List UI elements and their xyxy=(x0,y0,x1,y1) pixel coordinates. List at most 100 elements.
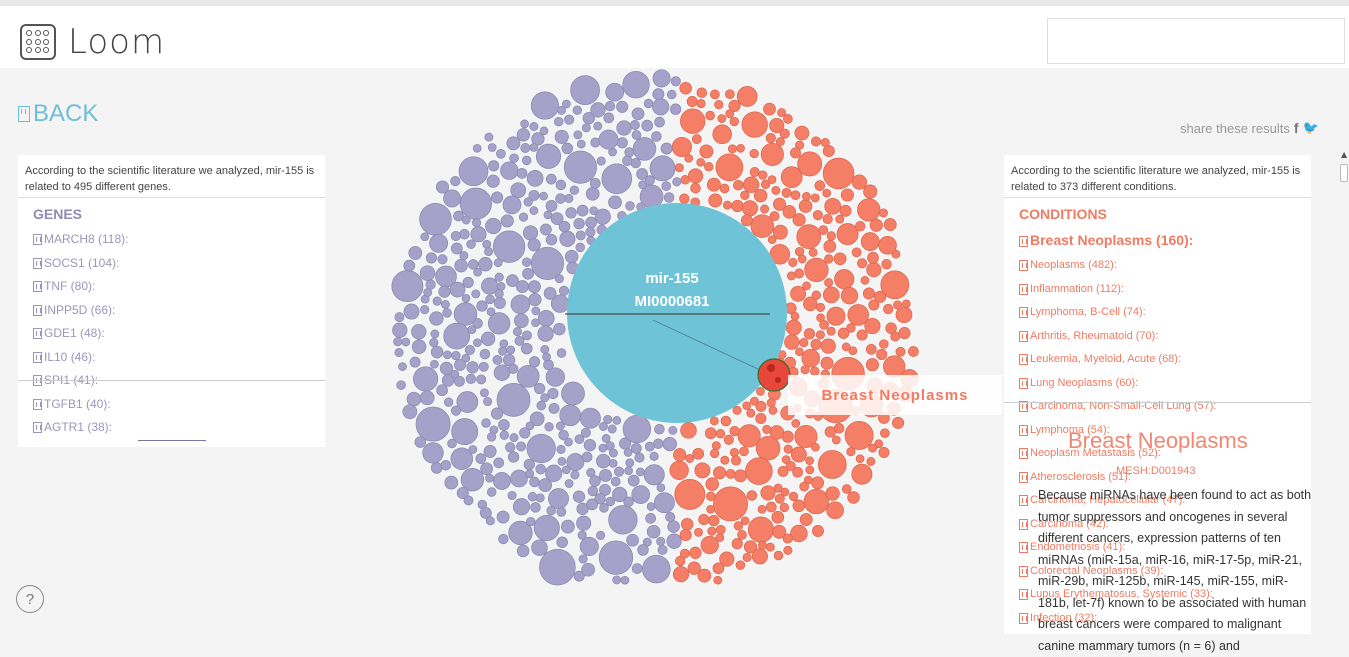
condition-bubble[interactable] xyxy=(757,540,767,550)
gene-bubble[interactable] xyxy=(665,512,676,523)
condition-bubble[interactable] xyxy=(720,455,730,465)
gene-bubble[interactable] xyxy=(554,129,569,144)
condition-bubble[interactable] xyxy=(704,427,717,440)
gene-bubble[interactable] xyxy=(393,337,403,347)
gene-bubble[interactable] xyxy=(536,400,547,411)
condition-bubble[interactable] xyxy=(749,148,759,159)
gene-bubble[interactable] xyxy=(576,515,592,531)
gene-bubble[interactable] xyxy=(496,282,506,291)
condition-bubble[interactable] xyxy=(825,486,840,501)
gene-bubble[interactable] xyxy=(605,82,625,102)
condition-bubble[interactable] xyxy=(839,204,852,217)
gene-bubble[interactable] xyxy=(545,367,565,387)
condition-bubble[interactable] xyxy=(755,435,781,461)
gene-bubble[interactable] xyxy=(461,293,471,303)
condition-bubble[interactable] xyxy=(790,285,807,302)
gene-bubble[interactable] xyxy=(652,69,671,88)
gene-bubble[interactable] xyxy=(403,259,416,272)
condition-bubble[interactable] xyxy=(795,347,804,357)
gene-bubble[interactable] xyxy=(486,432,497,442)
condition-bubble[interactable] xyxy=(734,469,747,483)
condition-bubble[interactable] xyxy=(669,460,689,480)
condition-bubble[interactable] xyxy=(840,287,859,305)
gene-bubble[interactable] xyxy=(579,536,599,556)
gene-bubble[interactable] xyxy=(443,322,471,350)
gene-bubble[interactable] xyxy=(476,300,488,312)
gene-bubble[interactable] xyxy=(543,359,554,371)
condition-bubble[interactable] xyxy=(851,463,873,485)
condition-bubble[interactable] xyxy=(822,157,855,190)
gene-item[interactable]: AGTR1 (38): xyxy=(18,416,325,440)
condition-bubble[interactable] xyxy=(742,552,752,562)
gene-bubble[interactable] xyxy=(523,458,535,471)
condition-bubble[interactable] xyxy=(826,501,844,520)
condition-bubble[interactable] xyxy=(705,110,715,121)
gene-bubble[interactable] xyxy=(531,306,541,316)
condition-bubble[interactable] xyxy=(794,268,805,279)
gene-bubble[interactable] xyxy=(462,276,474,288)
gene-bubble[interactable] xyxy=(651,131,662,142)
condition-bubble[interactable] xyxy=(874,290,887,303)
condition-bubble[interactable] xyxy=(790,524,808,543)
condition-bubble[interactable] xyxy=(719,183,730,194)
condition-bubble[interactable] xyxy=(760,204,770,214)
condition-bubble[interactable] xyxy=(820,137,830,148)
gene-bubble[interactable] xyxy=(616,120,632,136)
condition-bubble[interactable] xyxy=(782,533,793,544)
gene-bubble[interactable] xyxy=(573,130,583,140)
gene-bubble[interactable] xyxy=(496,148,506,159)
gene-bubble[interactable] xyxy=(553,116,564,127)
gene-bubble[interactable] xyxy=(608,505,638,535)
condition-item[interactable]: Atherosclerosis (51): xyxy=(1004,466,1311,490)
condition-bubble[interactable] xyxy=(834,269,855,290)
gene-bubble[interactable] xyxy=(586,468,596,478)
condition-bubble[interactable] xyxy=(846,323,856,333)
gene-bubble[interactable] xyxy=(519,427,531,439)
gene-bubble[interactable] xyxy=(626,533,639,547)
condition-bubble[interactable] xyxy=(783,444,793,454)
condition-bubble[interactable] xyxy=(708,193,723,208)
gene-bubble[interactable] xyxy=(485,294,495,305)
condition-bubble[interactable] xyxy=(779,502,789,513)
gene-bubble[interactable] xyxy=(581,451,593,463)
gene-bubble[interactable] xyxy=(411,339,427,354)
condition-bubble[interactable] xyxy=(679,81,692,95)
condition-bubble[interactable] xyxy=(741,111,768,138)
gene-bubble[interactable] xyxy=(630,157,641,169)
gene-bubble[interactable] xyxy=(505,442,516,453)
gene-bubble[interactable] xyxy=(625,458,635,468)
gene-bubble[interactable] xyxy=(526,433,556,464)
condition-bubble[interactable] xyxy=(794,424,818,449)
back-button[interactable]: BACK xyxy=(18,100,98,128)
condition-bubble[interactable] xyxy=(735,560,746,570)
gene-bubble[interactable] xyxy=(447,438,457,449)
gene-bubble[interactable] xyxy=(450,447,474,470)
condition-bubble[interactable] xyxy=(709,416,719,426)
gene-bubble[interactable] xyxy=(644,175,655,186)
gene-bubble[interactable] xyxy=(465,373,477,385)
condition-bubble[interactable] xyxy=(860,232,880,251)
gene-bubble[interactable] xyxy=(672,177,682,187)
condition-bubble[interactable] xyxy=(772,197,787,211)
condition-bubble[interactable] xyxy=(708,514,720,527)
condition-item-active[interactable]: Breast Neoplasms (160): xyxy=(1004,228,1311,254)
gene-bubble[interactable] xyxy=(472,318,483,329)
gene-bubble[interactable] xyxy=(627,474,640,487)
gene-bubble[interactable] xyxy=(620,575,630,585)
condition-bubble[interactable] xyxy=(819,319,829,330)
gene-bubble[interactable] xyxy=(649,155,676,182)
condition-bubble[interactable] xyxy=(800,365,810,375)
condition-bubble[interactable] xyxy=(826,326,836,336)
condition-bubble[interactable] xyxy=(803,328,816,340)
gene-bubble[interactable] xyxy=(456,486,469,500)
gene-bubble[interactable] xyxy=(493,364,511,381)
condition-bubble[interactable] xyxy=(774,493,785,504)
gene-bubble[interactable] xyxy=(479,506,492,519)
condition-bubble[interactable] xyxy=(867,251,879,264)
gene-bubble[interactable] xyxy=(612,416,622,425)
condition-bubble[interactable] xyxy=(781,455,791,464)
condition-bubble[interactable] xyxy=(879,339,889,349)
gene-bubble[interactable] xyxy=(535,143,562,169)
gene-bubble[interactable] xyxy=(529,476,540,488)
gene-bubble[interactable] xyxy=(528,189,540,201)
